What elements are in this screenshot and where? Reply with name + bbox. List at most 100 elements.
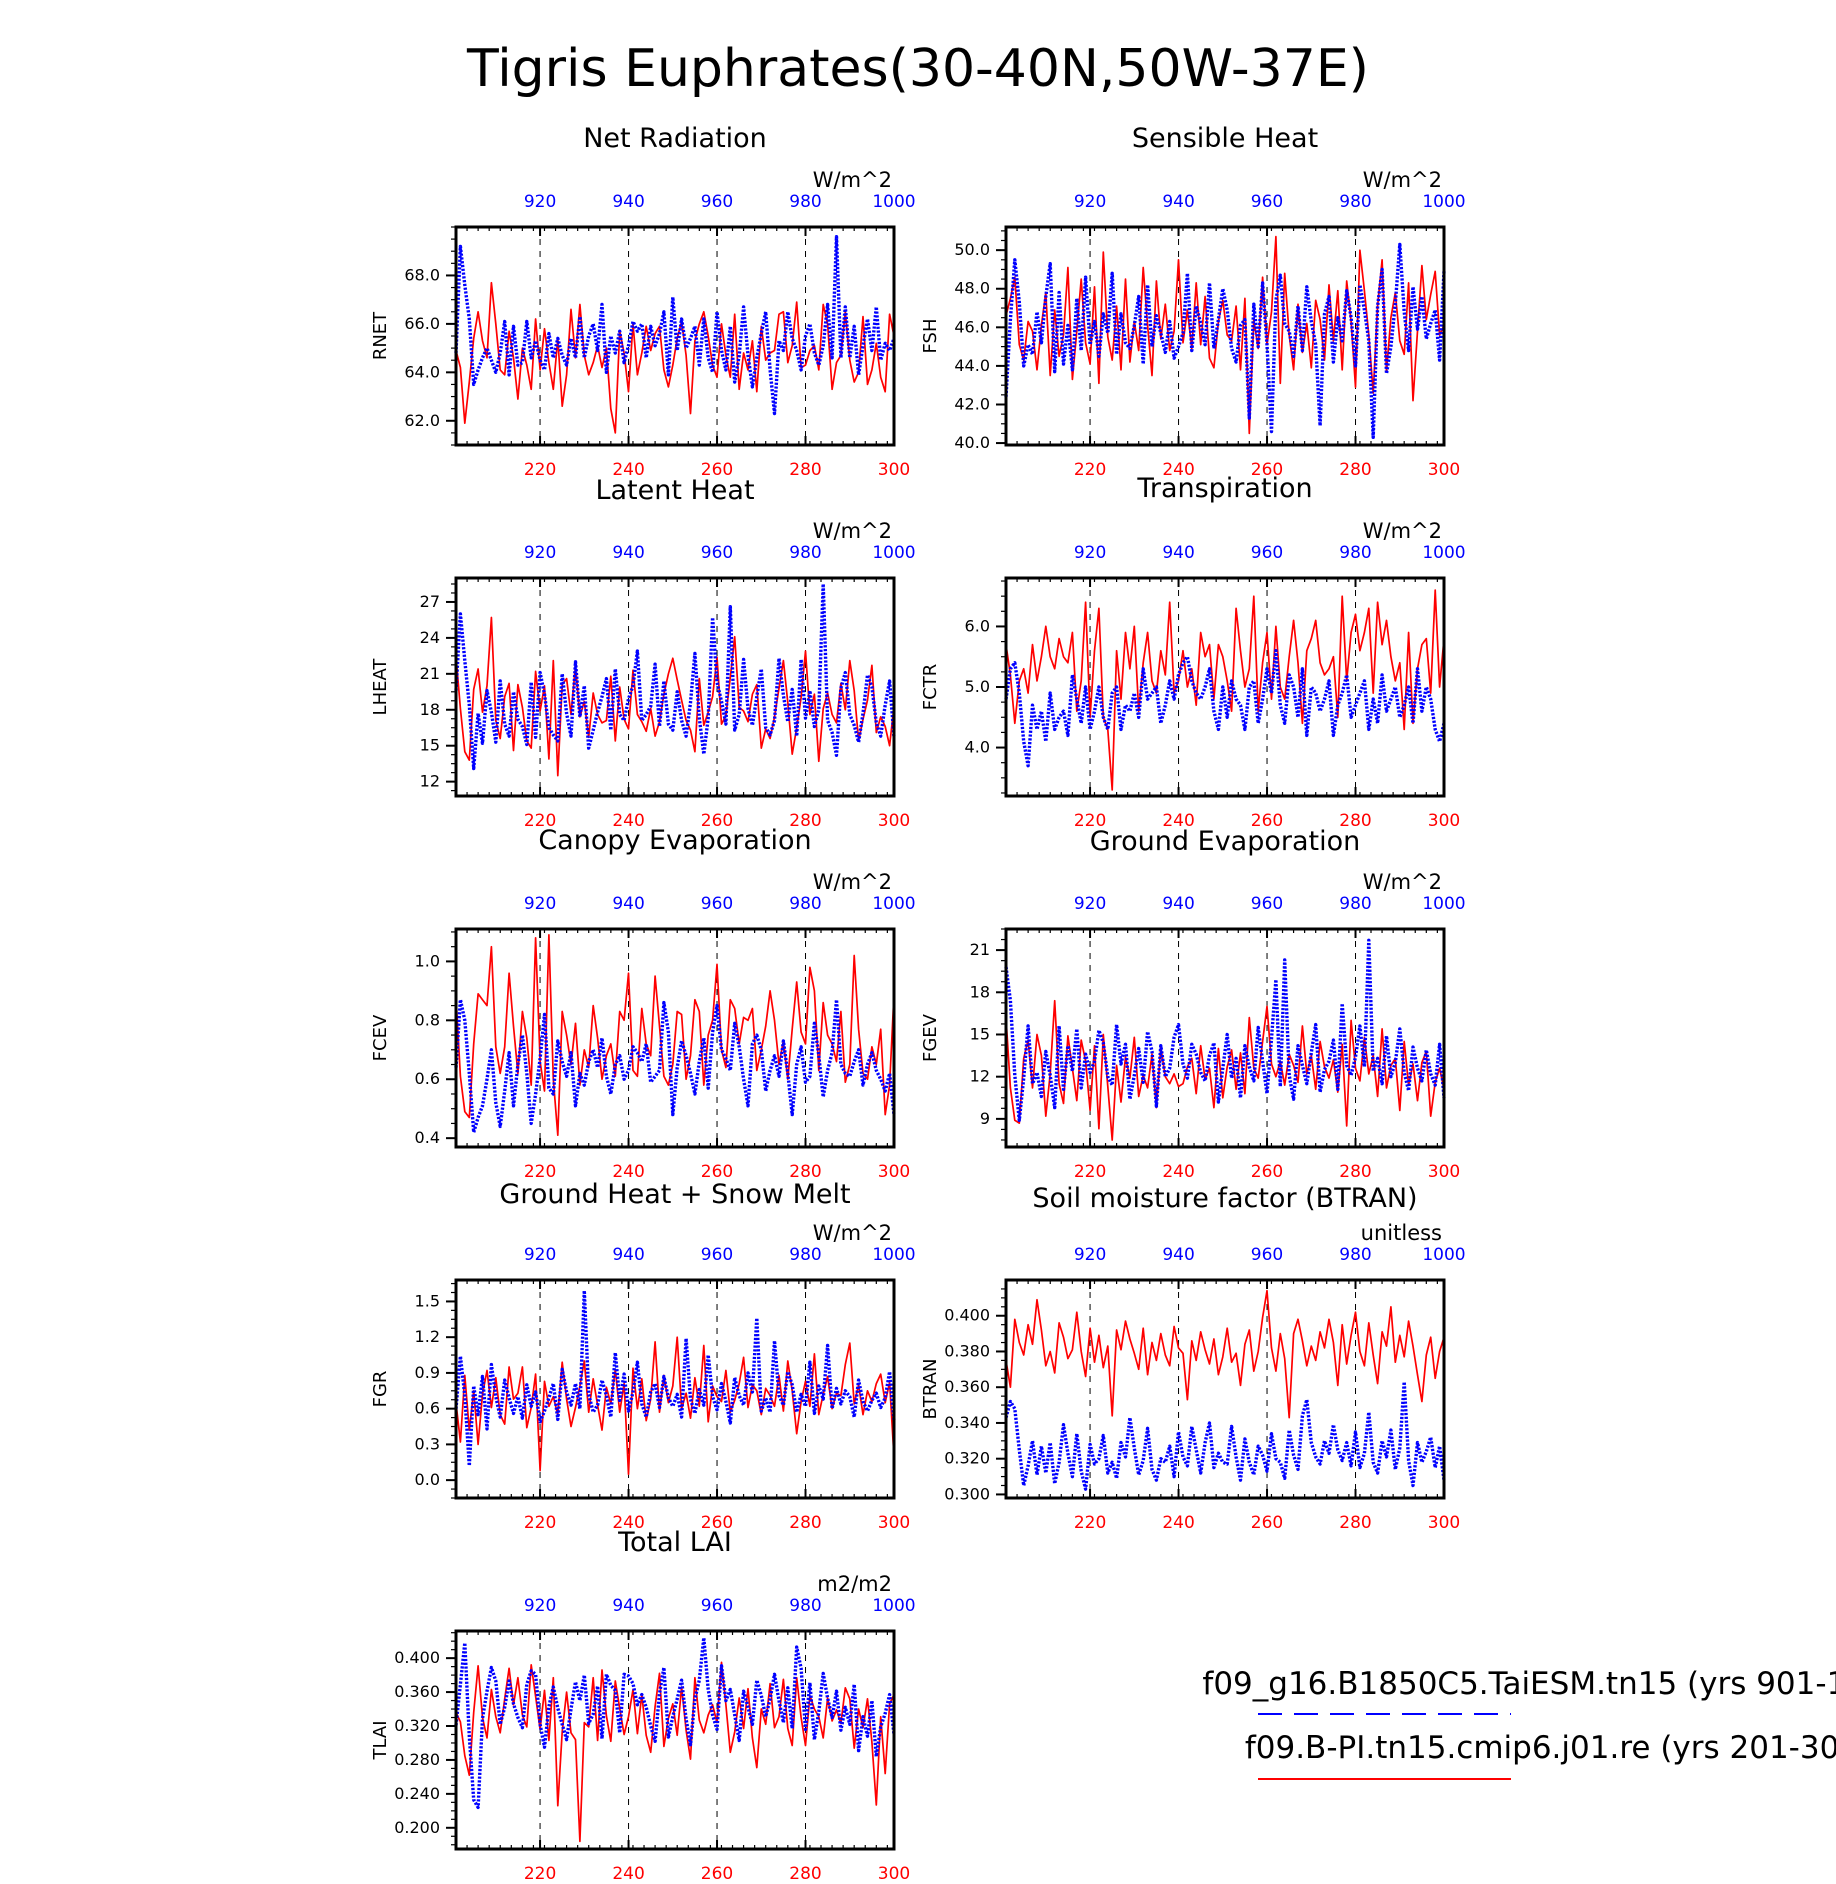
series-line-red — [455, 281, 895, 434]
series-line-red — [1005, 589, 1445, 791]
x-tick-label-bottom: 300 — [878, 1162, 910, 1182]
x-tick-label-bottom: 240 — [612, 1864, 644, 1884]
x-tick-label-top: 940 — [612, 894, 644, 914]
x-tick-label-bottom: 220 — [1074, 460, 1106, 480]
series-line-red — [1005, 235, 1445, 435]
x-tick-label-top: 980 — [789, 1245, 821, 1265]
x-tick-label-top: 940 — [612, 543, 644, 563]
y-tick-label: 64.0 — [404, 362, 440, 381]
x-tick-label-top: 980 — [1339, 543, 1371, 563]
series-line-red — [1005, 999, 1445, 1141]
x-tick-label-top: 940 — [612, 1596, 644, 1616]
units-label: W/m^2 — [1363, 519, 1442, 543]
x-tick-label-bottom: 260 — [701, 1864, 733, 1884]
series-line-blue — [1004, 1380, 1446, 1491]
y-tick-label: 0.400 — [944, 1306, 990, 1325]
y-axis-label: FCEV — [370, 1014, 391, 1061]
x-tick-label-bottom: 220 — [524, 1162, 556, 1182]
x-tick-label-bottom: 280 — [1339, 1162, 1371, 1182]
figure-title: Tigris Euphrates(30-40N,50W-37E) — [466, 39, 1369, 99]
y-axis-label: FGEV — [920, 1013, 941, 1062]
panel-title: Net Radiation — [583, 123, 767, 154]
plot-frame — [1004, 927, 1446, 1149]
x-tick-label-top: 1000 — [1422, 894, 1465, 914]
units-label: W/m^2 — [813, 1221, 892, 1245]
y-tick-label: 0.320 — [394, 1716, 440, 1735]
y-tick-label: 0.9 — [415, 1363, 440, 1382]
x-tick-label-top: 980 — [1339, 894, 1371, 914]
x-tick-label-bottom: 240 — [1162, 1162, 1194, 1182]
y-tick-label: 24 — [420, 628, 440, 647]
y-tick-label: 1.5 — [415, 1291, 440, 1310]
y-tick-label: 46.0 — [954, 317, 990, 336]
series-line-blue — [454, 582, 896, 771]
units-label: W/m^2 — [813, 168, 892, 192]
x-tick-label-top: 920 — [524, 894, 556, 914]
series-line-red — [455, 1661, 895, 1843]
x-tick-label-top: 960 — [701, 192, 733, 212]
x-tick-label-bottom: 300 — [878, 460, 910, 480]
x-tick-label-top: 920 — [524, 192, 556, 212]
x-tick-label-bottom: 280 — [789, 1162, 821, 1182]
series-line-red — [1005, 1289, 1445, 1419]
x-tick-label-bottom: 280 — [1339, 811, 1371, 831]
x-tick-label-top: 960 — [701, 1596, 733, 1616]
y-tick-label: 50.0 — [954, 240, 990, 259]
y-axis-label: FSH — [920, 319, 941, 354]
y-tick-label: 0.340 — [944, 1413, 990, 1432]
units-label: m2/m2 — [817, 1572, 892, 1596]
x-tick-label-top: 980 — [789, 192, 821, 212]
x-tick-label-bottom: 300 — [878, 1864, 910, 1884]
panel-2: Sensible Heat W/m^2 FSH 220 240 260 280 300 920 9… — [920, 123, 1466, 480]
x-tick-label-top: 940 — [1162, 192, 1194, 212]
panel-title: Sensible Heat — [1132, 123, 1318, 154]
x-tick-label-top: 960 — [1251, 894, 1283, 914]
y-tick-label: 21 — [970, 940, 990, 959]
panel-1: Net Radiation W/m^2 RNET 220 240 260 280 300 920… — [370, 123, 916, 480]
x-tick-label-top: 960 — [701, 543, 733, 563]
panel-title: Ground Heat + Snow Melt — [499, 1179, 850, 1210]
x-tick-label-bottom: 220 — [1074, 1162, 1106, 1182]
y-tick-label: 44.0 — [954, 356, 990, 375]
x-tick-label-top: 940 — [612, 1245, 644, 1265]
x-tick-label-top: 980 — [789, 894, 821, 914]
series-line-blue — [454, 998, 896, 1135]
y-tick-label: 0.3 — [415, 1434, 440, 1453]
x-tick-label-bottom: 240 — [612, 460, 644, 480]
legend-label-1: f09_g16.B1850C5.TaiESM.tn15 (yrs 901-100… — [1202, 1666, 1836, 1702]
x-tick-label-bottom: 220 — [524, 811, 556, 831]
units-label: unitless — [1361, 1221, 1442, 1245]
x-tick-label-top: 960 — [701, 1245, 733, 1265]
x-tick-label-bottom: 300 — [1428, 1162, 1460, 1182]
panels: Net Radiation W/m^2 RNET 220 240 260 280 300 920… — [370, 123, 1466, 1884]
x-tick-label-top: 960 — [1251, 192, 1283, 212]
x-tick-label-bottom: 220 — [1074, 1513, 1106, 1533]
x-tick-label-bottom: 260 — [701, 1513, 733, 1533]
units-label: W/m^2 — [1363, 870, 1442, 894]
x-tick-label-top: 1000 — [1422, 192, 1465, 212]
series-line-red — [455, 934, 895, 1137]
x-tick-label-top: 960 — [1251, 543, 1283, 563]
y-axis-label: RNET — [370, 311, 391, 360]
x-tick-label-bottom: 260 — [1251, 1513, 1283, 1533]
y-tick-label: 68.0 — [404, 265, 440, 284]
x-tick-label-bottom: 300 — [1428, 811, 1460, 831]
x-tick-label-bottom: 280 — [1339, 1513, 1371, 1533]
y-tick-label: 0.360 — [944, 1377, 990, 1396]
series-line-blue — [454, 1636, 896, 1810]
x-tick-label-bottom: 260 — [701, 460, 733, 480]
panel-title: Canopy Evaporation — [538, 825, 811, 856]
y-tick-label: 0.200 — [394, 1818, 440, 1837]
x-tick-label-bottom: 260 — [1251, 1162, 1283, 1182]
x-tick-label-top: 980 — [789, 1596, 821, 1616]
x-tick-label-bottom: 220 — [524, 1513, 556, 1533]
y-tick-label: 0.4 — [415, 1128, 440, 1147]
panel-8: Soil moisture factor (BTRAN) unitless BTRA… — [920, 1183, 1466, 1533]
y-tick-label: 0.240 — [394, 1784, 440, 1803]
x-tick-label-bottom: 280 — [789, 460, 821, 480]
x-tick-label-bottom: 280 — [789, 811, 821, 831]
x-tick-label-bottom: 240 — [612, 1513, 644, 1533]
series-line-red — [455, 1336, 895, 1476]
